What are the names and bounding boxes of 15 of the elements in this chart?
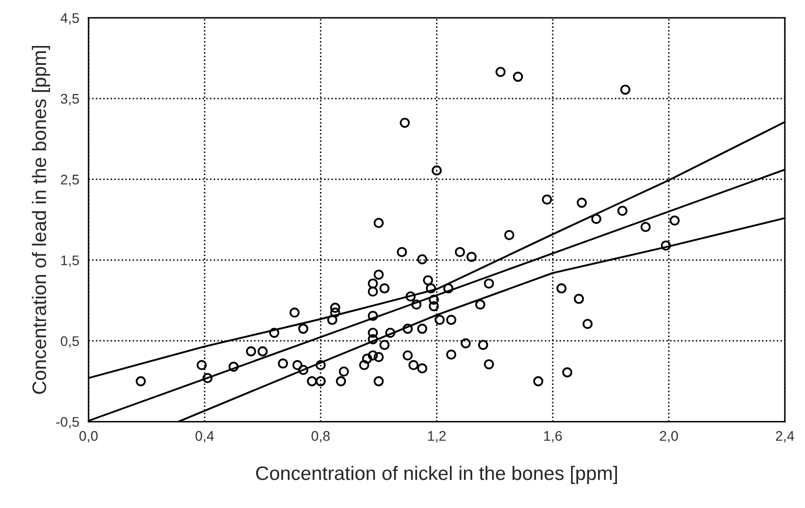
y-axis-title: Concentration of lead in the bones [ppm]: [32, 46, 50, 394]
y-tick-label: 2,5: [60, 174, 79, 186]
x-tick-label: 2,0: [660, 431, 678, 443]
x-tick-label: 0,8: [312, 431, 330, 443]
x-tick-label: 1,6: [544, 431, 562, 443]
x-tick-label: 1,2: [428, 431, 446, 443]
x-axis-title: Concentration of nickel in the bones [ppm]: [256, 466, 617, 484]
y-tick-label: 1,5: [61, 256, 79, 267]
x-tick-label: 0,4: [195, 431, 214, 443]
x-tick-label: 0,0: [79, 431, 98, 443]
y-tick-label: -0,5: [56, 416, 79, 428]
x-tick-label: 2,4: [776, 431, 794, 443]
y-tick-label: 0,5: [60, 336, 79, 348]
y-tick-label: 3,5: [60, 94, 79, 106]
y-tick-label: 4,5: [60, 13, 79, 25]
